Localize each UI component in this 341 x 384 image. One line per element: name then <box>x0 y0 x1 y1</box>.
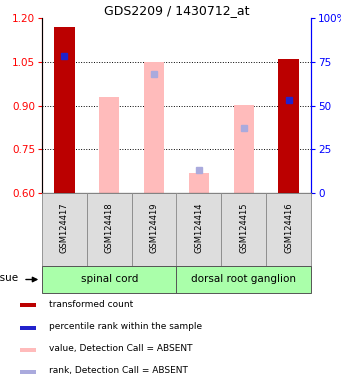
Text: value, Detection Call = ABSENT: value, Detection Call = ABSENT <box>49 344 193 353</box>
Bar <box>144 62 164 193</box>
Bar <box>87 193 132 266</box>
Bar <box>20 348 36 352</box>
Bar <box>177 266 311 293</box>
Text: spinal cord: spinal cord <box>80 275 138 285</box>
Bar <box>177 193 221 266</box>
Text: GSM124416: GSM124416 <box>284 203 293 253</box>
Bar <box>20 326 36 330</box>
Bar <box>99 97 119 193</box>
Text: transformed count: transformed count <box>49 300 134 309</box>
Bar <box>221 193 266 266</box>
Bar <box>20 303 36 308</box>
Bar <box>54 27 74 193</box>
Bar <box>20 370 36 374</box>
Text: GSM124414: GSM124414 <box>194 203 204 253</box>
Text: dorsal root ganglion: dorsal root ganglion <box>191 275 296 285</box>
Text: tissue: tissue <box>0 273 19 283</box>
Bar <box>189 172 209 193</box>
Text: GSM124419: GSM124419 <box>150 203 159 253</box>
Text: GSM124418: GSM124418 <box>105 203 114 253</box>
Title: GDS2209 / 1430712_at: GDS2209 / 1430712_at <box>104 4 249 17</box>
Bar <box>266 193 311 266</box>
Bar <box>132 193 177 266</box>
Text: GSM124417: GSM124417 <box>60 203 69 253</box>
Bar <box>279 59 299 193</box>
Bar <box>234 106 254 193</box>
Bar <box>42 266 177 293</box>
Text: percentile rank within the sample: percentile rank within the sample <box>49 322 203 331</box>
Text: rank, Detection Call = ABSENT: rank, Detection Call = ABSENT <box>49 366 188 376</box>
Bar <box>42 193 87 266</box>
Text: GSM124415: GSM124415 <box>239 203 248 253</box>
